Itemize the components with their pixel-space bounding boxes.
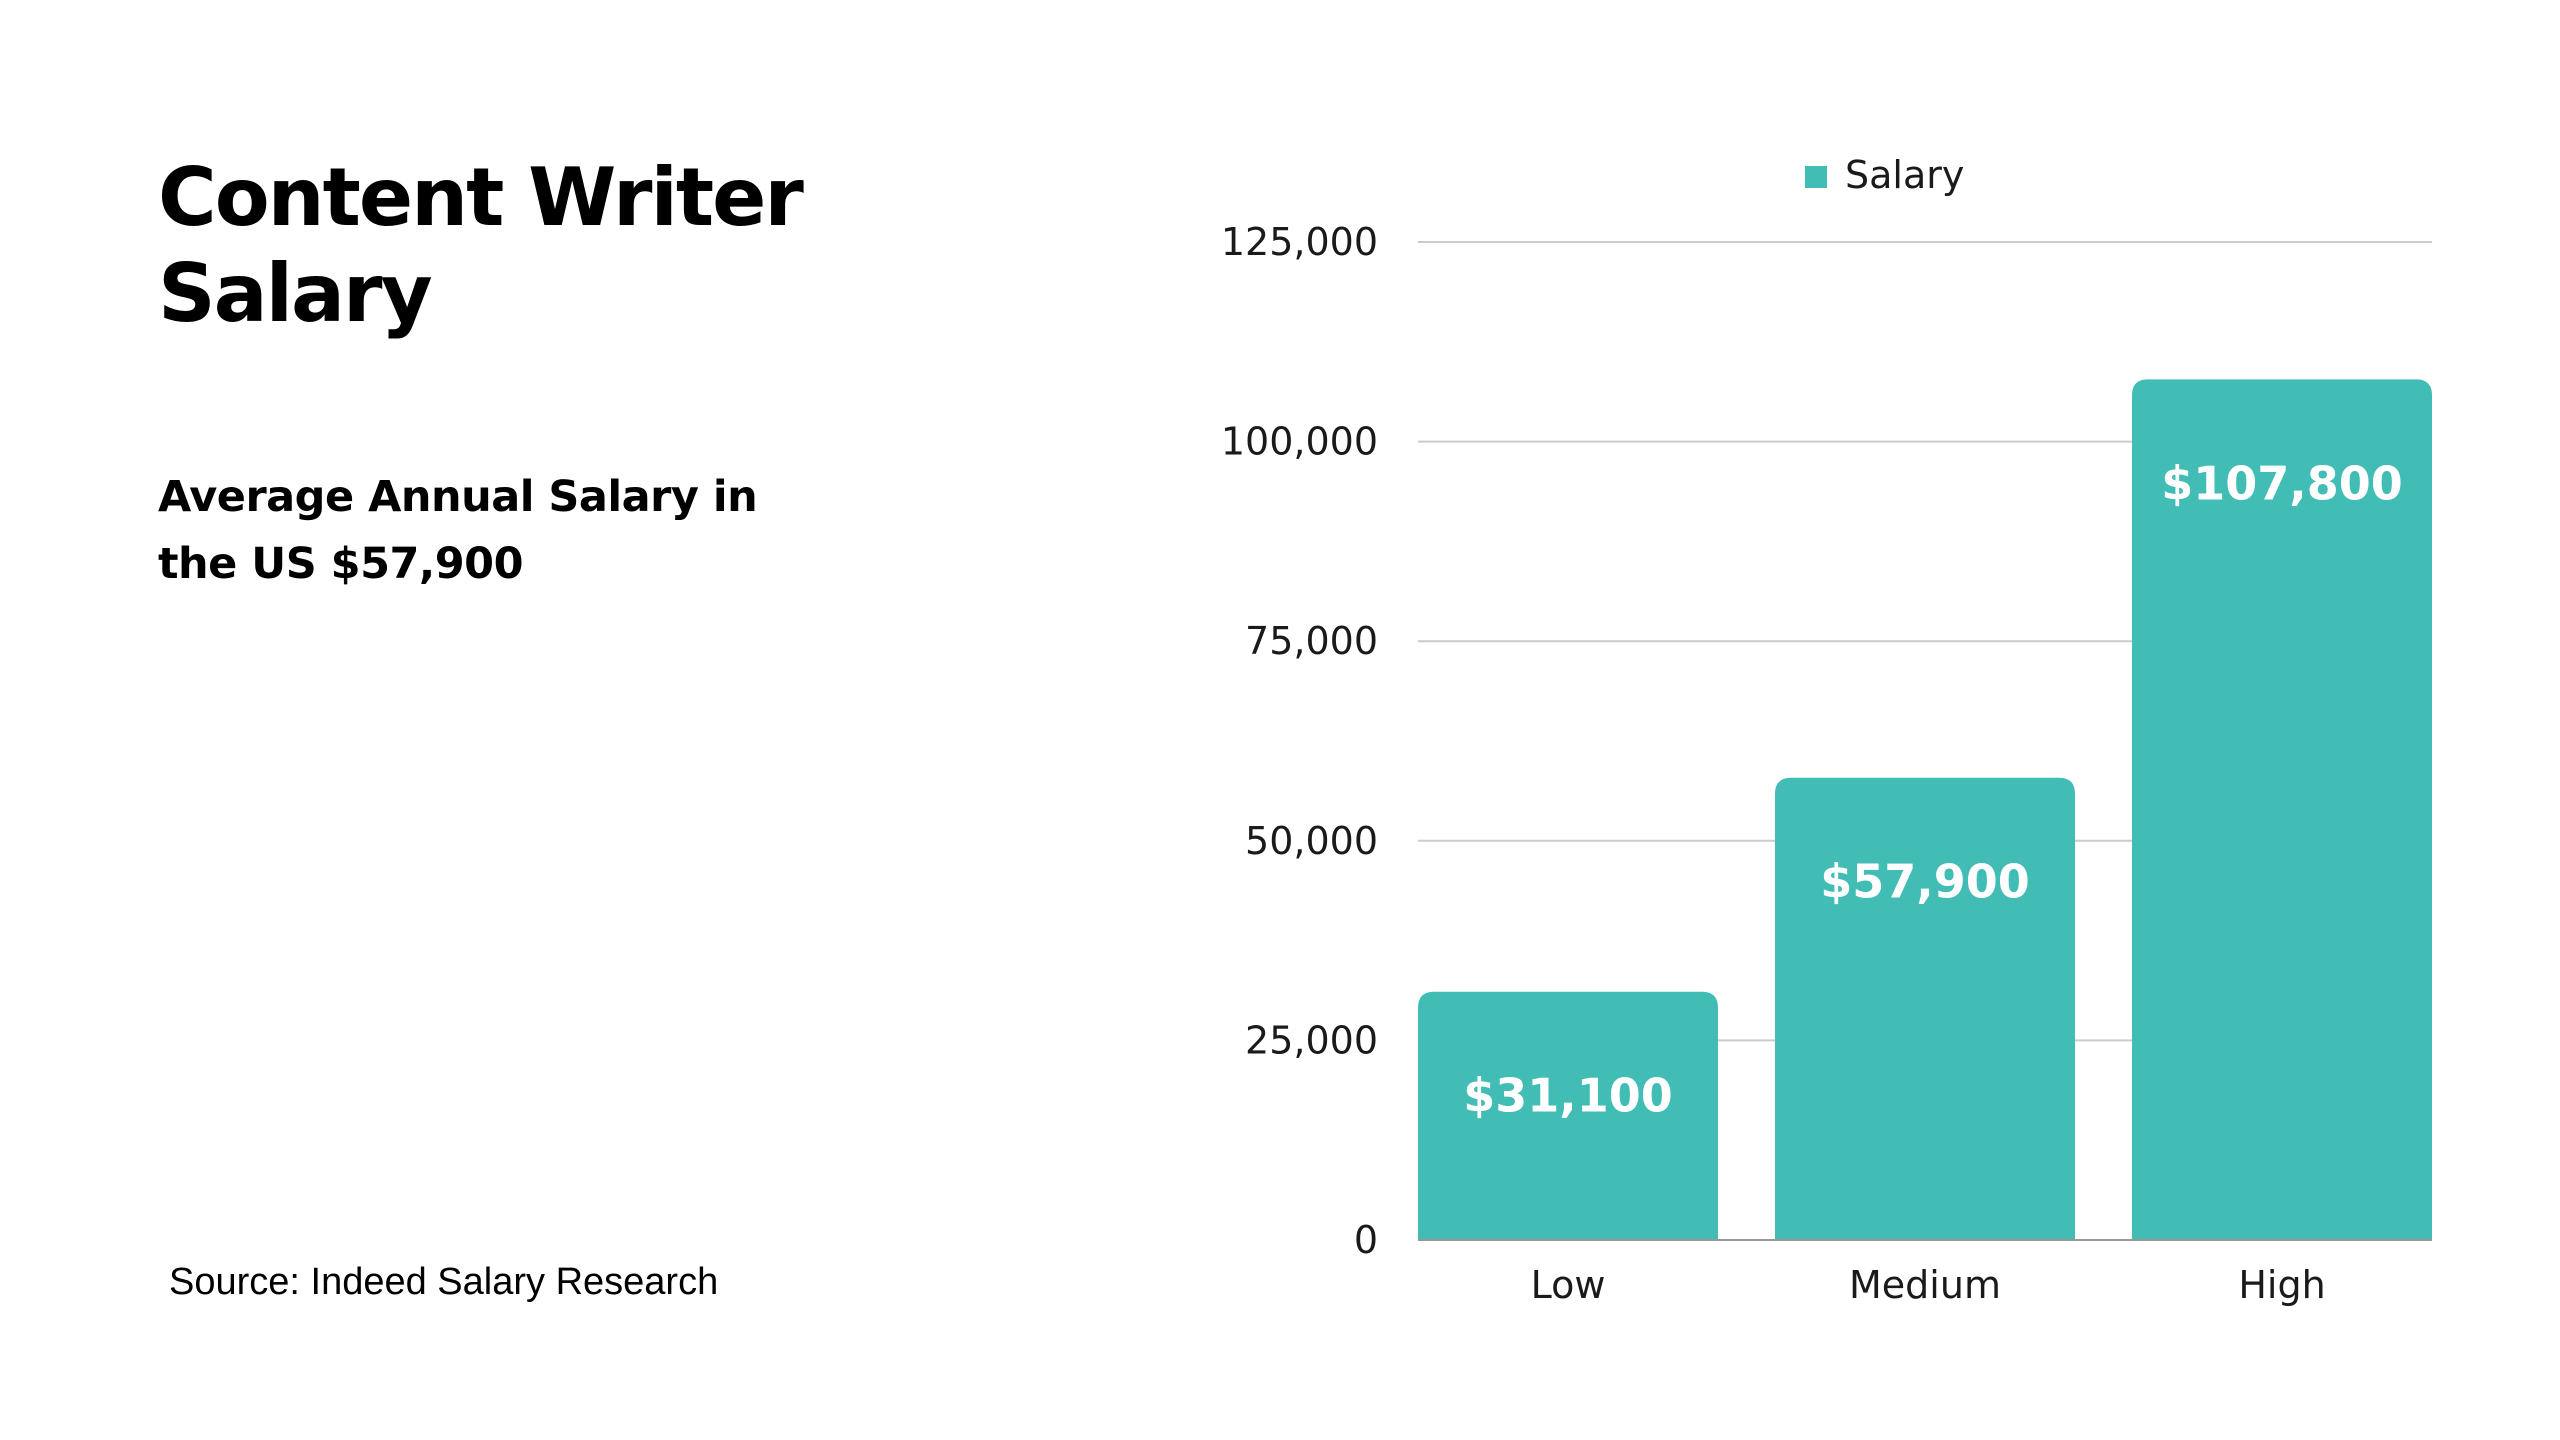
x-tick-label-high: High	[2238, 1263, 2325, 1307]
y-tick-label: 0	[1354, 1218, 1378, 1262]
y-tick-label: 100,000	[1221, 420, 1378, 464]
chart-svg: 0 25,000 50,000 75,000 100,000 125,000 $31,100…	[1221, 153, 2432, 1307]
bar-low	[1418, 991, 1718, 1240]
data-label-high: $107,800	[2161, 456, 2403, 510]
y-tick-label: 50,000	[1245, 819, 1378, 863]
bar-high	[2132, 379, 2432, 1240]
subtitle-line-1: Average Annual Salary in	[158, 472, 758, 522]
page-title: Content Writer Salary	[158, 150, 838, 342]
y-tick-label: 125,000	[1221, 220, 1378, 264]
subtitle: Average Annual Salary in the US $57,900	[158, 464, 778, 598]
data-label-medium: $57,900	[1820, 855, 2030, 909]
bar-medium	[1775, 777, 2075, 1240]
legend-swatch	[1805, 166, 1827, 188]
title-line-1: Content Writer	[158, 151, 804, 244]
subtitle-line-2: the US $57,900	[158, 539, 524, 589]
source-note: Source: Indeed Salary Research	[169, 1261, 719, 1303]
legend-label: Salary	[1845, 153, 1964, 197]
x-tick-label-medium: Medium	[1849, 1263, 2001, 1307]
data-label-low: $31,100	[1463, 1069, 1673, 1123]
x-tick-label-low: Low	[1531, 1263, 1606, 1307]
text-panel: Content Writer Salary Average Annual Sal…	[158, 0, 858, 1440]
salary-bar-chart: 0 25,000 50,000 75,000 100,000 125,000 $31,100…	[1100, 120, 2540, 1360]
y-tick-label: 75,000	[1245, 619, 1378, 663]
title-line-2: Salary	[158, 247, 433, 340]
y-tick-label: 25,000	[1245, 1018, 1378, 1062]
